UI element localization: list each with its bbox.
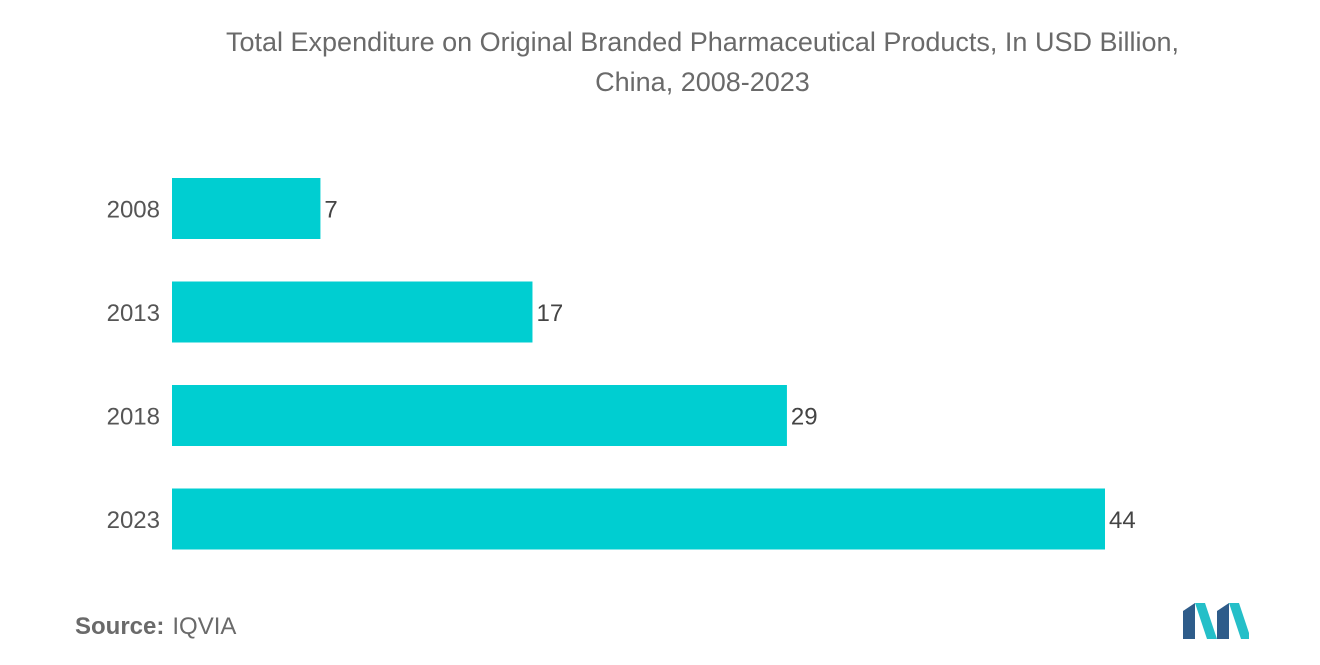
category-label-2023: 2023 [107, 507, 160, 534]
value-label-2008: 7 [324, 197, 337, 224]
category-label-2008: 2008 [107, 197, 160, 224]
bar-2013 [172, 281, 533, 343]
source-value: IQVIA [172, 613, 237, 640]
bar-2008 [172, 178, 321, 239]
chart-title: Total Expenditure on Original Branded Ph… [80, 22, 1320, 102]
value-label-2023: 44 [1109, 507, 1136, 534]
bars-layer: 2008 7 2013 17 2018 29 2023 44 [107, 178, 1136, 550]
category-label-2013: 2013 [107, 300, 160, 327]
source-label: Source: [75, 613, 165, 640]
chart-title-line-1: Total Expenditure on Original Branded Ph… [226, 27, 1179, 57]
brand-logo-icon [1183, 603, 1249, 639]
category-label-2018: 2018 [107, 404, 160, 431]
value-label-2013: 17 [536, 300, 563, 327]
source-note: Source: IQVIA [75, 613, 236, 641]
chart-title-line-2: China, 2008-2023 [595, 67, 810, 97]
bar-2018 [172, 385, 787, 446]
bar-2023 [172, 488, 1105, 550]
value-label-2018: 29 [791, 404, 818, 431]
